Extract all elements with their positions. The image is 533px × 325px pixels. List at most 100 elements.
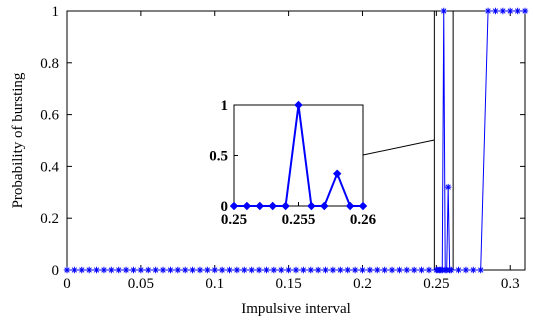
y-axis-label: Probability of bursting (10, 72, 26, 208)
data-point (93, 266, 100, 274)
data-point (499, 7, 507, 15)
data-point (300, 266, 307, 274)
data-point (263, 266, 270, 274)
data-point (204, 266, 211, 274)
data-point (159, 266, 167, 274)
x-tick-label: 0.25 (423, 276, 449, 292)
data-point (307, 266, 314, 274)
inset-x-tick-label: 0.26 (350, 212, 377, 228)
data-point (145, 266, 152, 274)
data-point (248, 266, 255, 274)
data-point (292, 266, 300, 274)
inset-connector (362, 139, 435, 156)
data-point (366, 266, 374, 274)
data-point (514, 7, 521, 15)
inset-y-tick-label: 0 (221, 199, 229, 215)
data-point (322, 266, 329, 274)
y-tick-label: 0.2 (40, 211, 59, 227)
inset-data-point (268, 201, 277, 211)
data-point (152, 266, 159, 274)
x-axis-label: Impulsive interval (241, 301, 351, 317)
y-tick-label: 1 (52, 4, 60, 20)
data-point (374, 266, 381, 274)
data-point (388, 266, 396, 274)
data-point (344, 266, 351, 274)
data-point (425, 266, 433, 274)
data-point (115, 266, 122, 274)
x-tick-label: 0.2 (353, 276, 372, 292)
data-point (314, 266, 322, 274)
inset-data-point (332, 169, 342, 178)
data-point (337, 266, 344, 274)
y-tick-label: 0.8 (40, 56, 59, 72)
data-point (447, 266, 455, 274)
data-point (484, 7, 492, 15)
inset-data-point (281, 201, 290, 211)
data-point (122, 266, 130, 274)
y-tick-label: 0.4 (40, 159, 59, 175)
data-point (78, 266, 85, 274)
data-point (285, 266, 292, 274)
data-point (100, 266, 108, 274)
data-point (174, 266, 182, 274)
data-point (418, 266, 425, 274)
data-point (403, 266, 411, 274)
data-point (470, 266, 477, 274)
data-point (196, 266, 204, 274)
data-point (108, 266, 115, 274)
data-point (278, 266, 285, 274)
data-point (410, 266, 418, 274)
inset-data-point (255, 201, 265, 211)
data-point (241, 266, 248, 274)
data-point (130, 266, 137, 274)
y-tick-label: 0.6 (40, 108, 59, 124)
data-point (233, 266, 241, 274)
x-tick-label: 0.3 (501, 276, 520, 292)
data-point (521, 7, 529, 15)
inset-data-point (358, 201, 368, 211)
data-point (329, 266, 337, 274)
data-point (189, 266, 196, 274)
data-point (85, 266, 93, 274)
main-plot: 0 0.05 0.1 0.15 0.2 0.25 0.3 0 0.2 0.4 0.6 0.8 1 (40, 4, 529, 292)
inset-data-point (294, 100, 303, 110)
inset-data-point (229, 201, 239, 211)
data-point (359, 266, 366, 274)
data-point (226, 266, 233, 274)
data-point (351, 266, 359, 274)
y-tick-label: 0 (52, 263, 60, 279)
data-point (455, 266, 462, 274)
data-point (492, 7, 499, 15)
x-tick-label: 0.1 (205, 276, 224, 292)
inset-y-tick-label: 0.5 (209, 149, 228, 165)
inset-x-tick-label: 0.25 (221, 212, 247, 228)
inset-data-point (307, 201, 316, 211)
data-point (462, 266, 470, 274)
data-point (63, 266, 71, 274)
data-point (71, 266, 78, 274)
data-point (270, 266, 278, 274)
data-point (255, 266, 263, 274)
x-tick-label: 0.05 (128, 276, 154, 292)
data-point (137, 266, 145, 274)
data-point (381, 266, 388, 274)
data-point (477, 266, 484, 274)
data-point (444, 183, 452, 191)
data-point (181, 266, 189, 274)
data-point (218, 266, 226, 274)
inset-y-tick-label: 1 (221, 98, 229, 114)
data-point (211, 266, 218, 274)
x-tick-label: 0.15 (275, 276, 301, 292)
data-point (396, 266, 403, 274)
data-point (507, 7, 514, 15)
inset-data-point (242, 201, 252, 211)
inset-data-point (345, 201, 355, 211)
inset-plot: 0.25 0.255 0.26 0 0.5 1 (209, 98, 435, 228)
data-point (440, 7, 447, 15)
inset-x-tick-label: 0.255 (282, 212, 316, 228)
data-point (167, 266, 174, 274)
inset-frame (233, 104, 364, 207)
inset-data-point (320, 201, 329, 211)
x-tick-label: 0 (63, 276, 71, 292)
